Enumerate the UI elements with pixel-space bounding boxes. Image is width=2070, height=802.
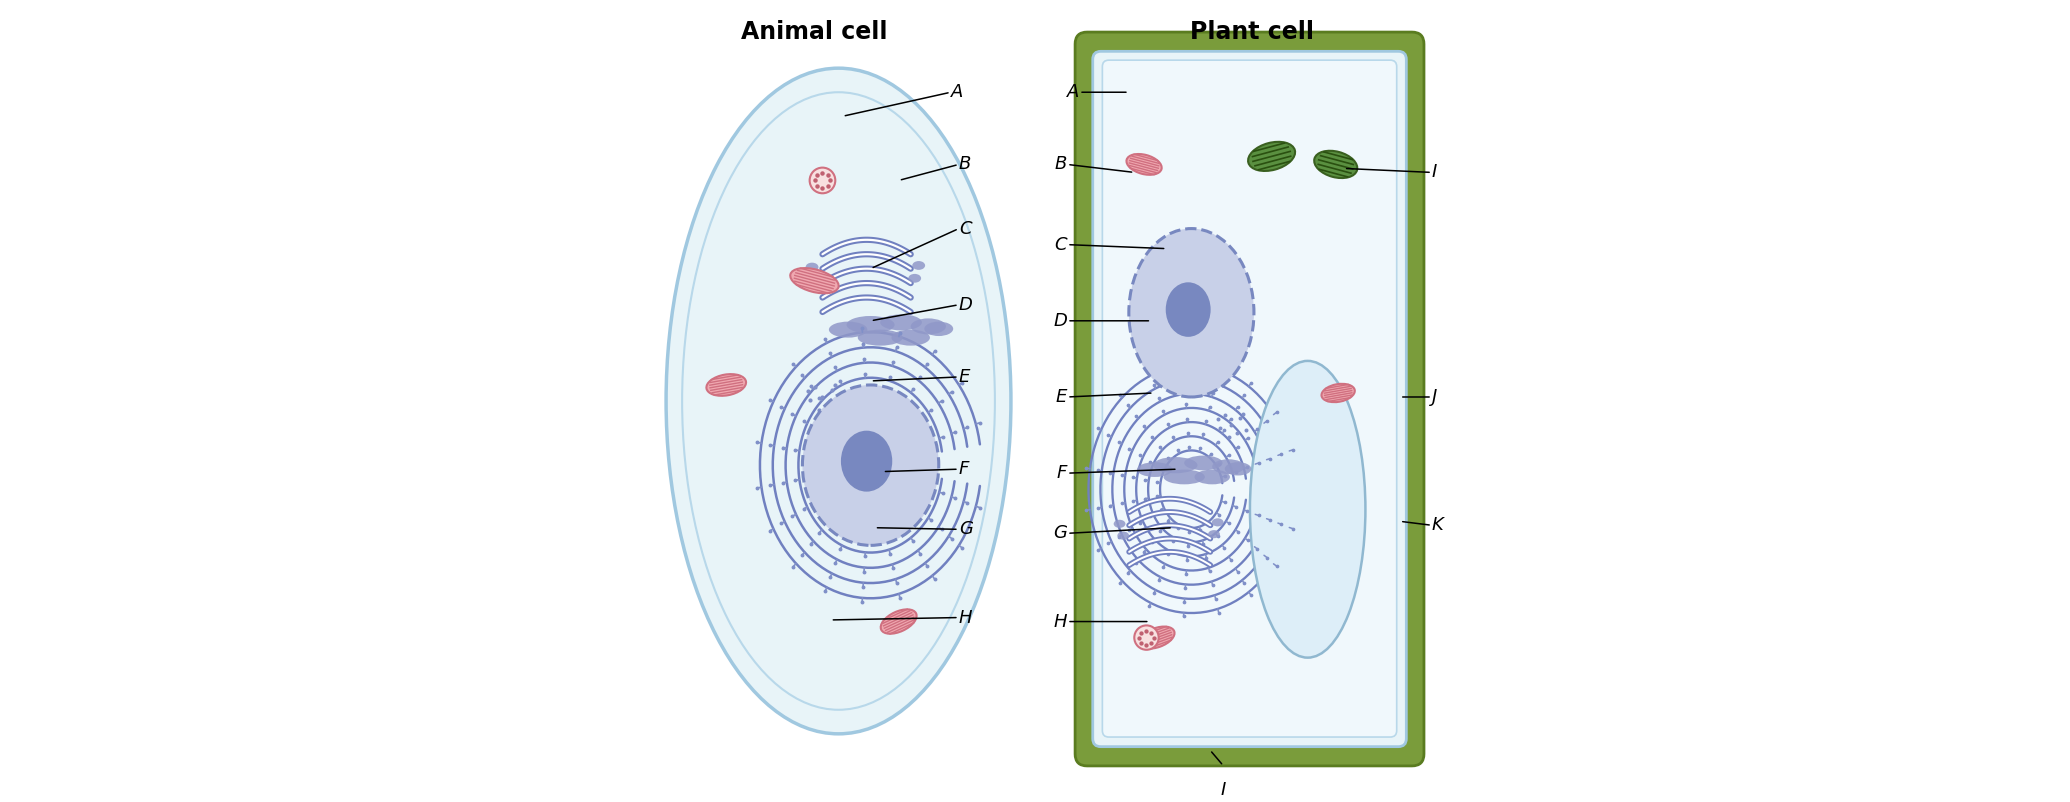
Ellipse shape xyxy=(1153,457,1196,473)
FancyBboxPatch shape xyxy=(1074,32,1424,766)
Ellipse shape xyxy=(706,374,745,396)
Ellipse shape xyxy=(667,68,1010,734)
Text: G: G xyxy=(958,520,973,538)
Ellipse shape xyxy=(880,610,917,634)
Ellipse shape xyxy=(880,314,921,330)
Text: I: I xyxy=(1221,781,1225,799)
Ellipse shape xyxy=(1321,384,1354,402)
Ellipse shape xyxy=(803,385,940,545)
Ellipse shape xyxy=(1136,462,1172,477)
Ellipse shape xyxy=(1118,532,1128,540)
Text: C: C xyxy=(1054,236,1066,253)
FancyBboxPatch shape xyxy=(1093,51,1406,747)
Ellipse shape xyxy=(828,322,867,338)
Ellipse shape xyxy=(1314,151,1358,178)
Ellipse shape xyxy=(809,276,822,284)
Text: E: E xyxy=(1056,388,1066,406)
Text: B: B xyxy=(1056,156,1066,173)
Ellipse shape xyxy=(1209,530,1219,538)
Text: A: A xyxy=(950,83,963,101)
Text: F: F xyxy=(1056,464,1066,482)
Ellipse shape xyxy=(1163,470,1205,484)
Ellipse shape xyxy=(911,318,946,334)
Ellipse shape xyxy=(1165,282,1211,337)
Text: A: A xyxy=(1066,83,1078,101)
Text: H: H xyxy=(1054,613,1066,630)
FancyBboxPatch shape xyxy=(1103,60,1397,737)
Text: G: G xyxy=(1054,525,1066,542)
Ellipse shape xyxy=(840,431,892,492)
Ellipse shape xyxy=(805,263,818,271)
Ellipse shape xyxy=(1128,229,1254,397)
Text: H: H xyxy=(958,609,973,626)
Text: F: F xyxy=(958,460,969,478)
Text: J: J xyxy=(1432,388,1437,406)
Ellipse shape xyxy=(1134,626,1159,650)
Ellipse shape xyxy=(1138,626,1174,649)
Ellipse shape xyxy=(909,274,921,282)
Ellipse shape xyxy=(1248,142,1296,171)
Text: E: E xyxy=(958,368,971,386)
Ellipse shape xyxy=(892,330,929,346)
Ellipse shape xyxy=(847,316,894,334)
Text: B: B xyxy=(958,156,971,173)
Text: D: D xyxy=(958,296,973,314)
Ellipse shape xyxy=(809,168,836,193)
Ellipse shape xyxy=(1184,456,1223,470)
Ellipse shape xyxy=(913,261,925,269)
Ellipse shape xyxy=(1250,361,1366,658)
Text: Plant cell: Plant cell xyxy=(1190,20,1314,44)
Ellipse shape xyxy=(857,330,903,346)
Text: C: C xyxy=(958,220,971,237)
Ellipse shape xyxy=(1225,462,1252,476)
Ellipse shape xyxy=(1213,460,1244,474)
Ellipse shape xyxy=(1114,520,1126,528)
Ellipse shape xyxy=(1194,470,1230,484)
Ellipse shape xyxy=(791,268,838,294)
Ellipse shape xyxy=(1211,518,1223,526)
Text: I: I xyxy=(1432,164,1437,181)
Ellipse shape xyxy=(925,322,952,336)
Ellipse shape xyxy=(1126,154,1161,175)
Text: D: D xyxy=(1054,312,1066,330)
Text: K: K xyxy=(1432,516,1443,534)
Text: Animal cell: Animal cell xyxy=(741,20,888,44)
